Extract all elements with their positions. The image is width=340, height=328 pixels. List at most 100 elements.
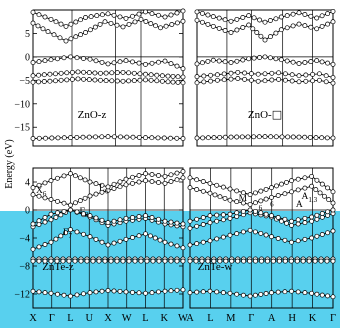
band-point	[41, 72, 47, 78]
band-point	[300, 258, 306, 264]
band-point	[282, 258, 288, 264]
band-point	[246, 13, 252, 19]
band-point	[314, 177, 320, 183]
band-point	[83, 15, 88, 20]
band-point	[302, 290, 308, 296]
band-point	[149, 215, 155, 220]
band-point	[168, 241, 174, 247]
band-point	[136, 233, 142, 239]
band-point	[117, 184, 123, 190]
band-point	[235, 258, 241, 264]
band-point	[74, 134, 80, 140]
band-point	[48, 57, 54, 63]
band-point	[74, 55, 80, 61]
band-point	[42, 242, 48, 247]
band-point	[302, 215, 308, 221]
band-point	[108, 20, 114, 26]
band-point	[240, 57, 246, 63]
band-point	[252, 208, 258, 214]
band-point	[149, 172, 155, 177]
band-point	[216, 15, 222, 21]
band-point	[214, 77, 220, 83]
band-point	[210, 14, 216, 20]
band-point	[42, 215, 48, 220]
band-point	[308, 24, 314, 30]
band-point	[58, 70, 64, 76]
band-point	[289, 178, 294, 184]
panel-frame	[32, 9, 184, 147]
band-point	[159, 78, 165, 84]
band-point	[252, 292, 258, 298]
band-point	[93, 191, 99, 197]
band-point	[53, 236, 59, 242]
band-point	[263, 232, 269, 238]
band-point	[78, 32, 84, 38]
band-point	[269, 77, 275, 83]
band-point	[330, 8, 336, 14]
band-point	[123, 289, 129, 295]
band-point	[117, 217, 123, 223]
band-point	[88, 14, 94, 20]
band-point	[289, 78, 295, 84]
band-point	[120, 69, 126, 75]
x-tick-label: U	[85, 313, 93, 324]
band-point	[194, 187, 200, 192]
band-point	[316, 71, 322, 77]
band-point	[123, 176, 129, 182]
band-point	[165, 79, 171, 85]
band-point	[290, 59, 296, 65]
band-point	[282, 191, 288, 197]
band-point	[234, 231, 240, 237]
band-point	[318, 258, 324, 264]
band-point	[180, 8, 186, 14]
band-point	[289, 239, 294, 245]
band-point	[234, 27, 240, 33]
band-point	[36, 12, 42, 18]
band-point	[114, 78, 120, 84]
band-point	[194, 9, 200, 15]
band-point	[48, 211, 54, 217]
band-point	[158, 25, 163, 31]
band-point	[77, 198, 83, 204]
band-point	[258, 230, 264, 236]
band-point	[330, 294, 336, 300]
band-point	[323, 73, 329, 79]
band-point	[72, 200, 78, 206]
band-point	[53, 71, 58, 77]
band-point	[228, 76, 234, 82]
band-point	[228, 30, 234, 35]
band-point	[111, 12, 117, 18]
band-point	[296, 79, 302, 85]
band-point	[126, 70, 132, 76]
band-point	[248, 71, 254, 77]
band-point	[93, 215, 99, 221]
band-point	[263, 291, 269, 296]
y-tick-label: 0	[25, 52, 30, 63]
band-point	[256, 134, 262, 140]
band-point	[130, 289, 135, 295]
band-point	[302, 185, 308, 191]
band-point	[53, 78, 58, 84]
band-point	[296, 134, 302, 140]
band-point	[87, 290, 93, 296]
band-point	[296, 61, 302, 66]
y-tick-label: −8	[19, 262, 30, 273]
band-point	[174, 170, 180, 176]
band-point	[168, 135, 173, 141]
band-point	[136, 60, 142, 66]
band-point	[174, 177, 180, 183]
band-point	[289, 222, 294, 228]
band-point	[105, 61, 111, 67]
band-point	[136, 134, 142, 140]
band-point	[269, 194, 274, 200]
x-tick-label: L	[207, 313, 213, 324]
band-point	[194, 177, 200, 183]
band-point	[193, 258, 199, 264]
band-point	[123, 236, 129, 242]
band-point	[96, 258, 102, 264]
band-line	[196, 71, 334, 78]
band-point	[194, 216, 200, 222]
band-point	[174, 135, 180, 141]
band-point	[207, 288, 213, 294]
